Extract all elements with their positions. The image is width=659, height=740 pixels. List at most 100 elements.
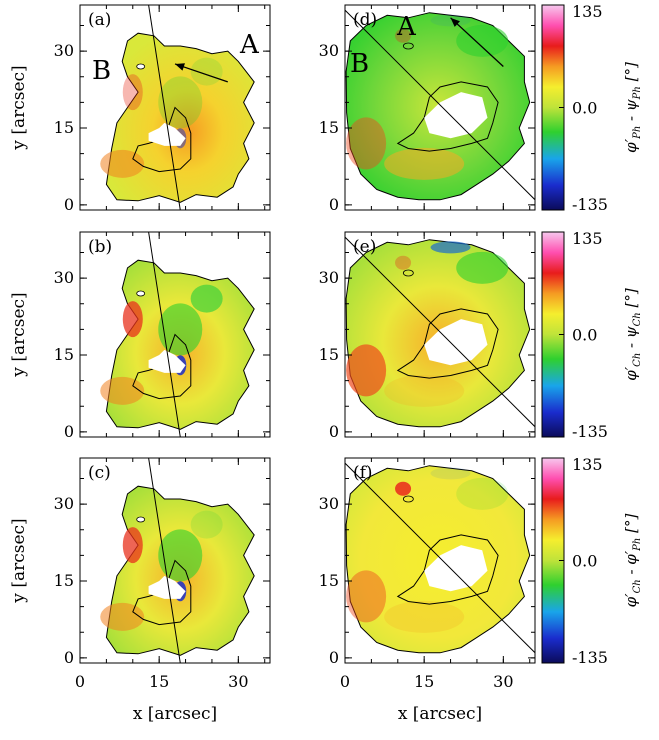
panel-frame bbox=[79, 4, 271, 211]
panel-d bbox=[345, 9, 535, 201]
panel-frame bbox=[79, 457, 271, 664]
panel-c bbox=[100, 458, 255, 663]
umbra-contour bbox=[396, 308, 499, 379]
colorbar-title: φ′Ch - φ′Ph [°] bbox=[622, 514, 643, 608]
umbra-core bbox=[148, 349, 186, 373]
y-tick-label: 30 bbox=[54, 494, 74, 513]
direction-arrow bbox=[174, 63, 228, 83]
panel-tag-d: (d) bbox=[353, 10, 377, 30]
orange-patch bbox=[100, 602, 145, 631]
y-tick-label: 30 bbox=[319, 41, 339, 60]
x-tick-label: 0 bbox=[340, 672, 350, 691]
map-layer bbox=[100, 5, 535, 663]
y-tick-label: 30 bbox=[54, 41, 74, 60]
y-tick-label: 0 bbox=[329, 648, 339, 667]
blue-patch bbox=[430, 467, 471, 480]
panel-frame bbox=[344, 231, 536, 438]
colorbar-subscript: Ph bbox=[632, 126, 643, 140]
green-patch bbox=[456, 477, 509, 510]
x-tick-label: 30 bbox=[493, 672, 513, 691]
separator-line bbox=[345, 9, 535, 201]
umbra-core bbox=[424, 319, 488, 366]
panel-a bbox=[100, 5, 255, 210]
colorbar-title: φ′Ph - ψPh [°] bbox=[622, 62, 643, 153]
colorbar-symbol: - ψ bbox=[622, 99, 640, 126]
colorbar-tick-label: -135 bbox=[572, 422, 608, 441]
orange-patch bbox=[384, 374, 465, 407]
pore bbox=[136, 516, 146, 523]
x-axis-title: x [arcsec] bbox=[133, 704, 217, 724]
green-patch bbox=[190, 57, 223, 86]
pore bbox=[402, 269, 414, 277]
colorbar-unit: [°] bbox=[622, 288, 640, 312]
red-patch bbox=[346, 570, 387, 623]
green-patch bbox=[158, 303, 203, 356]
orange-patch bbox=[384, 147, 465, 180]
colorbar-title: φ′Ch - ψCh [°] bbox=[622, 288, 643, 381]
y-tick-label: 15 bbox=[54, 571, 74, 590]
umbra-contour bbox=[132, 559, 192, 626]
y-axis-title: y [arcsec] bbox=[9, 65, 29, 150]
separator-line bbox=[345, 236, 535, 428]
y-axis-title: y [arcsec] bbox=[9, 292, 29, 377]
colorbar-tick-label: 135 bbox=[572, 455, 603, 474]
umbra-core bbox=[424, 92, 488, 139]
green-patch bbox=[158, 76, 203, 129]
green-patch bbox=[456, 24, 509, 57]
axis-labels-layer: 0 15 30 (a) A By [arcsec] 0 15 30 (b) y [arcsec] 0 1… bbox=[9, 10, 514, 724]
panel-tag-c: (c) bbox=[88, 463, 111, 483]
region-label-a: A bbox=[239, 30, 260, 60]
separator-line bbox=[148, 232, 181, 437]
panel-tag-b: (b) bbox=[88, 237, 112, 257]
pore bbox=[136, 63, 146, 70]
separator-line bbox=[345, 462, 535, 654]
x-tick-label: 30 bbox=[228, 672, 248, 691]
panel-tag-a: (a) bbox=[88, 10, 111, 30]
colorbar-symbol: φ′ bbox=[622, 593, 640, 608]
y-tick-label: 0 bbox=[64, 648, 74, 667]
x-tick-label: 15 bbox=[149, 672, 169, 691]
orange-patch bbox=[100, 376, 145, 405]
colorbar-tick-label: -135 bbox=[572, 648, 608, 667]
region-label-b: B bbox=[350, 49, 369, 79]
colorbar-unit: [°] bbox=[622, 62, 640, 86]
y-tick-label: 30 bbox=[319, 494, 339, 513]
x-tick-label: 15 bbox=[414, 672, 434, 691]
orange-patch bbox=[100, 149, 145, 178]
y-axis-title: y [arcsec] bbox=[9, 518, 29, 603]
panel-frame bbox=[79, 231, 271, 438]
y-tick-label: 30 bbox=[319, 268, 339, 287]
y-tick-label: 15 bbox=[319, 571, 339, 590]
panel-e bbox=[345, 236, 535, 428]
green-patch bbox=[456, 251, 509, 284]
colorbar-tick-label: 135 bbox=[572, 229, 603, 248]
umbra-core bbox=[424, 545, 488, 592]
x-axis-title: x [arcsec] bbox=[398, 704, 482, 724]
y-tick-label: 15 bbox=[319, 345, 339, 364]
separator-line bbox=[148, 5, 181, 210]
y-tick-label: 30 bbox=[54, 268, 74, 287]
red-patch bbox=[122, 527, 143, 564]
x-tick-label: 0 bbox=[75, 672, 85, 691]
separator-line bbox=[148, 458, 181, 663]
orange-patch bbox=[384, 600, 465, 633]
colorbar-tick-label: 0.0 bbox=[572, 552, 597, 571]
colorbar-symbol: - φ′ bbox=[622, 550, 640, 579]
panel-frame bbox=[344, 457, 536, 664]
colorbar-tick-label: 135 bbox=[572, 2, 603, 21]
panel-b bbox=[100, 232, 255, 437]
red-patch bbox=[122, 301, 143, 338]
y-tick-label: 15 bbox=[319, 118, 339, 137]
arrow-head bbox=[450, 17, 460, 27]
colorbar-subscript: Ph bbox=[632, 86, 643, 100]
blue-patch bbox=[430, 241, 471, 254]
colorbar-symbol: φ′ bbox=[622, 366, 640, 381]
y-tick-label: 0 bbox=[329, 195, 339, 214]
colorbar-subscript: Ch bbox=[632, 353, 643, 367]
y-tick-label: 0 bbox=[64, 195, 74, 214]
pore bbox=[136, 290, 146, 297]
arrow-head bbox=[175, 63, 185, 71]
umbra-contour bbox=[132, 333, 192, 400]
